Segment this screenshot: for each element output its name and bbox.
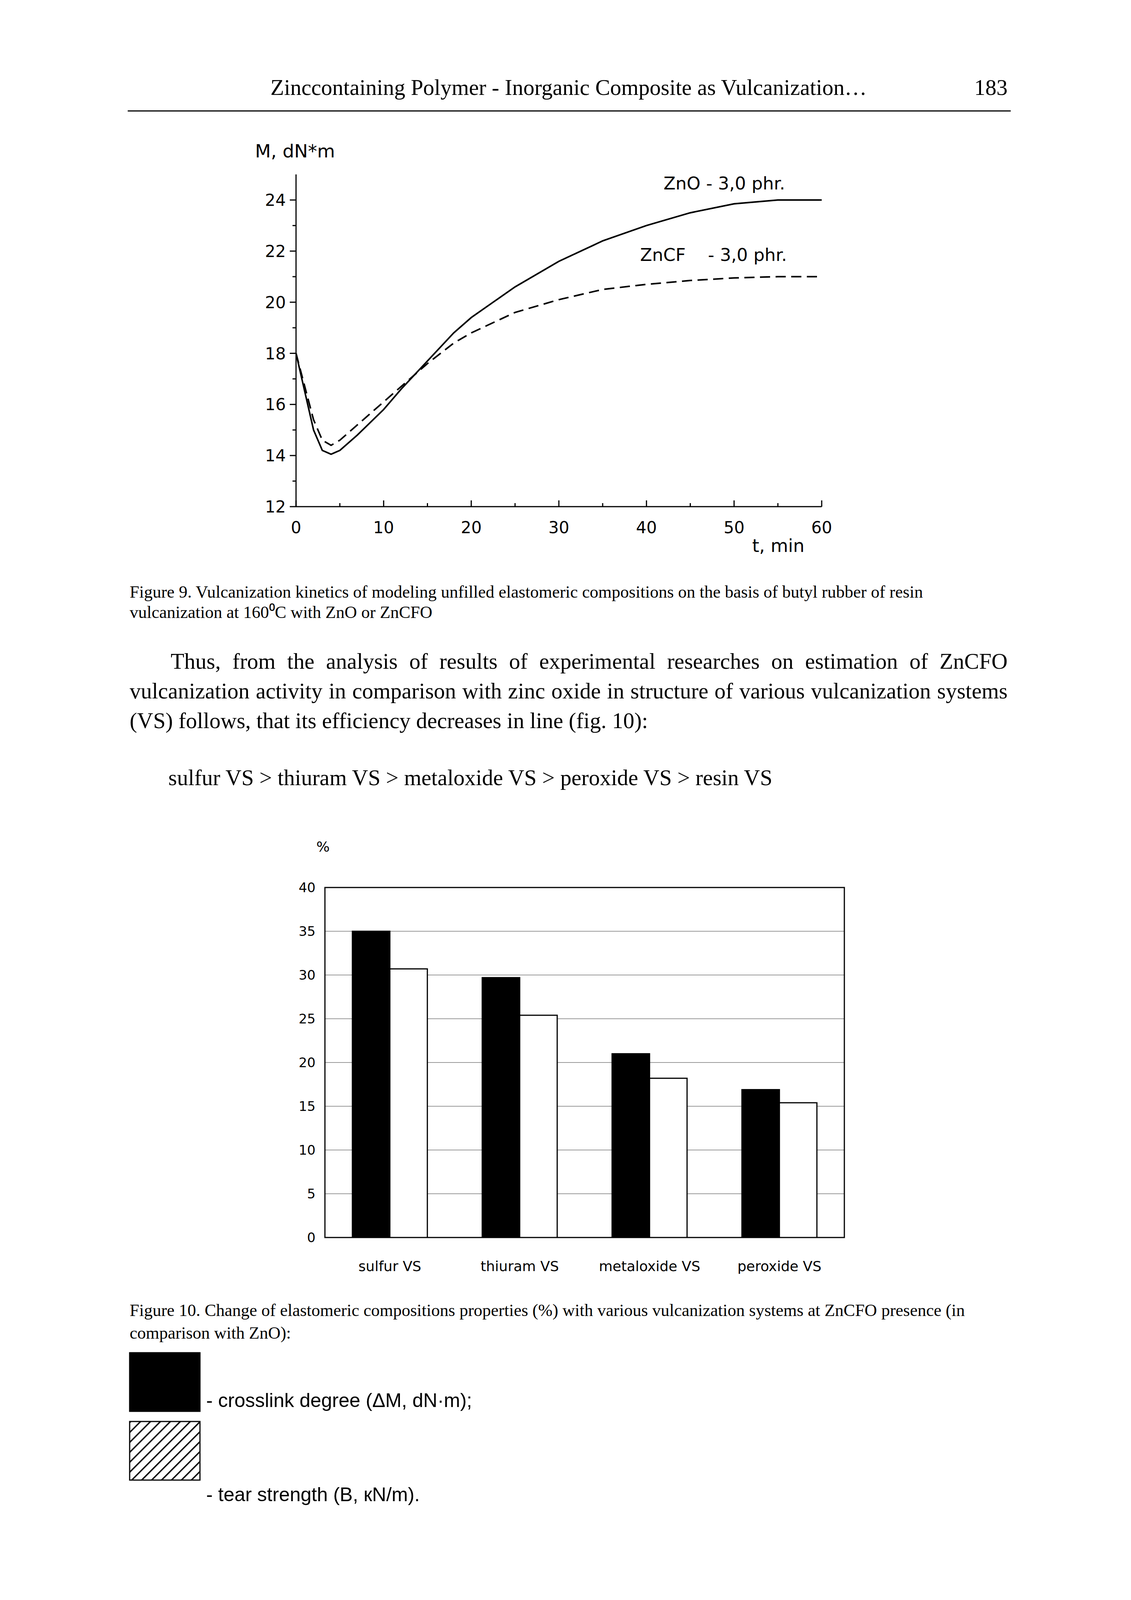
x-tick-label: 50	[723, 517, 745, 537]
y-tick-label: 22	[265, 241, 286, 261]
x-minor-tick	[602, 503, 604, 507]
y-tick-label: 30	[298, 966, 316, 983]
y-minor-tick	[292, 378, 297, 380]
x-tick-label: sulfur VS	[358, 1257, 422, 1274]
chart-line: 12 14 16 18 20 22 24 0 10 20 30 40 50 60 M, dN*m t, min…	[255, 140, 833, 557]
bars-group	[352, 931, 818, 1238]
series-group	[296, 199, 822, 455]
x-minor-tick	[426, 503, 429, 507]
y-tick-label: 25	[298, 1010, 316, 1027]
y-tick	[289, 352, 297, 354]
grid-line	[324, 930, 845, 932]
x-tick-label: 20	[460, 517, 482, 537]
x-tick	[733, 500, 735, 507]
y-tick	[289, 250, 297, 252]
y-tick	[289, 454, 297, 457]
x-tick-label: thiuram VS	[480, 1257, 559, 1274]
figure-caption: Figure 9. Vulcanization kinetics of mode…	[129, 581, 1001, 623]
y-minor-tick	[292, 480, 297, 482]
y-tick-label: 24	[265, 190, 286, 210]
legend-swatch	[129, 1352, 200, 1412]
x-tick-label: peroxide VS	[737, 1257, 822, 1274]
y-tick-label: 12	[265, 497, 286, 517]
plot-frame	[324, 887, 845, 1238]
figure-caption: Figure 10. Change of elastomeric composi…	[129, 1298, 1008, 1345]
x-tick-label: 0	[290, 517, 302, 537]
x-tick-label: 10	[373, 517, 395, 537]
bar	[519, 1015, 558, 1238]
bar	[482, 977, 520, 1238]
legend-label: - tear strength (B, кN/m).	[206, 1483, 420, 1506]
y-tick-label: 10	[298, 1141, 316, 1158]
series-line	[296, 276, 822, 446]
body-paragraph: Thus, from the analysis of results of ex…	[129, 646, 1008, 736]
series-label: ZnO - 3,0 phr.	[663, 173, 785, 194]
x-axis-label: t, min	[752, 535, 805, 557]
bar	[352, 931, 390, 1238]
y-tick-label: 0	[306, 1229, 316, 1246]
x-tick	[470, 500, 472, 507]
x-tick	[558, 500, 560, 507]
y-tick	[289, 199, 297, 201]
legend-label: - crosslink degree (ΔM, dN·m);	[206, 1389, 473, 1412]
x-tick-label: 40	[636, 517, 657, 537]
x-tick	[821, 500, 823, 507]
x-tick-label: 30	[548, 517, 570, 537]
y-tick-label: 20	[298, 1054, 316, 1071]
y-axis-label: M, dN*m	[255, 140, 336, 162]
y-tick-label: 18	[265, 344, 286, 364]
bar	[649, 1077, 687, 1238]
y-tick	[289, 506, 297, 508]
y-minor-tick	[292, 224, 297, 227]
y-tick	[289, 403, 297, 405]
x-minor-tick	[777, 503, 779, 507]
y-tick-label: 16	[265, 394, 286, 414]
x-tick-label: metaloxide VS	[598, 1257, 701, 1274]
y-minor-tick	[292, 327, 297, 329]
y-tick-label: 5	[306, 1185, 316, 1202]
bar	[389, 968, 428, 1238]
y-tick-label: 35	[298, 923, 316, 939]
y-tick-label: 40	[298, 879, 316, 896]
header-rule	[127, 110, 1011, 112]
legend-swatch	[129, 1421, 200, 1480]
series-line	[296, 199, 822, 455]
page-svg: Zinccontaining Polymer - Inorganic Compo…	[0, 0, 1131, 1600]
bar	[779, 1102, 818, 1238]
bar	[742, 1089, 780, 1238]
x-minor-tick	[514, 503, 516, 507]
y-axis-label: %	[316, 838, 330, 855]
header-title: Zinccontaining Polymer - Inorganic Compo…	[270, 74, 867, 100]
y-minor-tick	[292, 429, 297, 431]
y-axis	[295, 174, 297, 507]
y-tick-label: 15	[298, 1098, 316, 1114]
bar	[611, 1053, 650, 1238]
chart-bar: 0 5 10 15 20 25 30 35 40% sulfur VS thiuram VS meta…	[129, 838, 845, 1506]
x-minor-tick	[689, 503, 691, 507]
x-tick	[383, 500, 385, 507]
x-tick-label: 60	[811, 517, 832, 537]
y-tick-label: 20	[265, 292, 286, 313]
y-minor-tick	[292, 276, 297, 278]
y-tick	[289, 301, 297, 303]
series-label: ZnCF - 3,0 phr.	[640, 244, 787, 266]
x-minor-tick	[339, 503, 341, 507]
y-tick-label: 14	[265, 445, 286, 466]
page-number: 183	[974, 74, 1008, 100]
x-tick	[645, 500, 648, 507]
order-line: sulfur VS > thiuram VS > metaloxide VS >…	[168, 762, 773, 793]
x-tick	[295, 500, 297, 507]
